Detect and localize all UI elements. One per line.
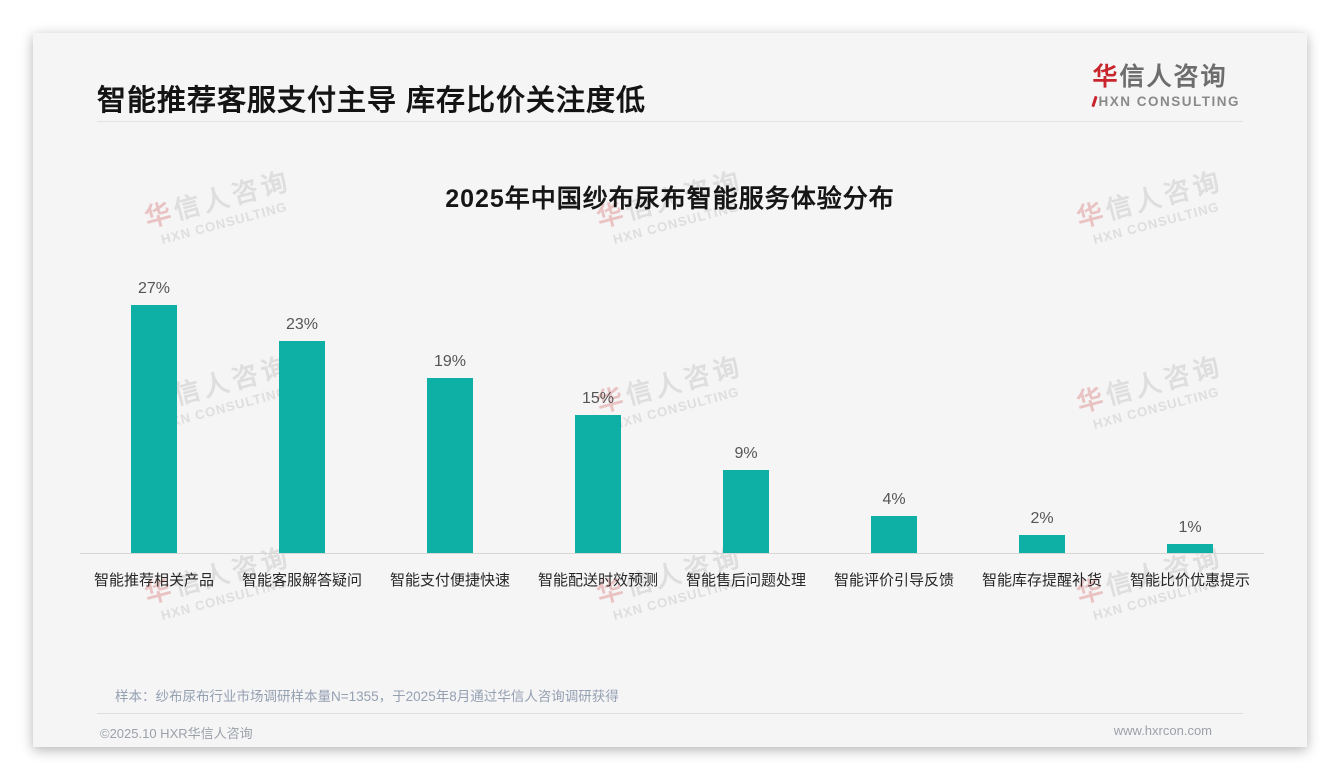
category-label: 智能支付便捷快速 <box>389 572 510 589</box>
category-label: 智能售后问题处理 <box>685 572 806 589</box>
bar-value-label: 2% <box>1030 509 1054 527</box>
bar <box>871 516 917 553</box>
category-row: 智能推荐相关产品 智能客服解答疑问 智能支付便捷快速 智能配送时效预测 智能售后问题处理… <box>80 569 1264 590</box>
bar-value-label: 23% <box>285 316 319 334</box>
bar <box>1167 543 1213 553</box>
bar-value-label: 1% <box>1178 518 1202 536</box>
bar-column: 4% <box>820 253 968 553</box>
plot-area: 27% 23% 19% 15% 9% 4% 2% 1% <box>80 253 1264 553</box>
bar-column: 15% <box>524 253 672 553</box>
bar-value-label: 9% <box>734 445 758 463</box>
logo-chinese-text: 华信人咨询 <box>1092 63 1228 91</box>
x-axis-line <box>80 553 1264 554</box>
logo-english-text: HXN CONSULTING <box>1093 94 1241 109</box>
bar-value-label: 15% <box>581 390 615 407</box>
bar <box>427 378 473 553</box>
category-label: 智能评价引导反馈 <box>833 572 954 589</box>
page-title: 智能推荐客服支付主导 库存比价关注度低 <box>97 85 647 117</box>
bar-value-label: 19% <box>433 353 467 371</box>
bar <box>131 304 177 553</box>
bar <box>1019 534 1065 553</box>
bar-column: 9% <box>672 253 820 553</box>
report-card: 华信人咨询 HXN CONSULTING 华信人咨询 HXN CONSULTING 华信… <box>33 33 1307 747</box>
bar-column: 27% <box>80 253 228 553</box>
bar <box>575 415 621 553</box>
website-url: www.hxrcon.com <box>1113 723 1212 738</box>
chart-title: 2025年中国纱布尿布智能服务体验分布 <box>445 185 895 213</box>
company-logo: 华信人咨询 HXN CONSULTING <box>1093 57 1241 109</box>
category-label: 智能库存提醒补货 <box>981 572 1102 589</box>
copyright-text: ©2025.10 HXR华信人咨询 <box>100 726 253 741</box>
footer-divider <box>97 713 1243 714</box>
bar-column: 2% <box>968 253 1116 553</box>
category-label: 智能客服解答疑问 <box>241 572 362 589</box>
sample-note: 样本：纱布尿布行业市场调研样本量N=1355，于2025年8月通过华信人咨询调研… <box>115 689 619 704</box>
category-label: 智能比价优惠提示 <box>1129 572 1250 589</box>
category-label: 智能推荐相关产品 <box>93 572 214 589</box>
bar-value-label: 27% <box>137 279 171 297</box>
bar <box>723 470 769 553</box>
bar-column: 19% <box>376 253 524 553</box>
bar-value-label: 4% <box>882 491 906 509</box>
bar-column: 1% <box>1116 253 1264 553</box>
category-label: 智能配送时效预测 <box>537 572 658 589</box>
bar-column: 23% <box>228 253 376 553</box>
bar <box>279 341 325 553</box>
title-divider <box>97 121 1243 122</box>
